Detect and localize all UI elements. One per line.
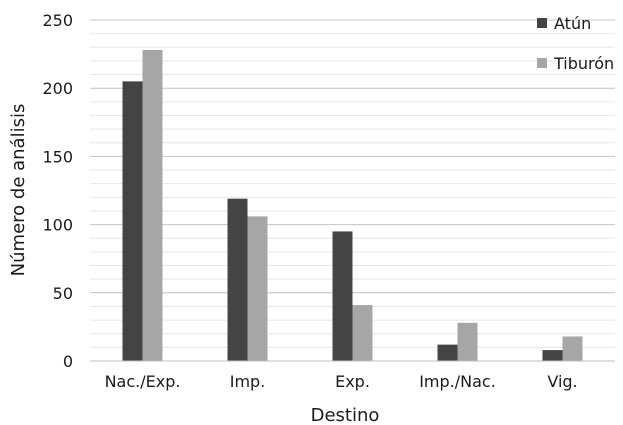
x-axis-ticks: Nac./Exp. Imp. Exp. Imp./Nac. Vig. bbox=[105, 372, 578, 391]
legend: Atún Tiburón bbox=[537, 14, 614, 73]
x-tick-label: Imp./Nac. bbox=[419, 372, 496, 391]
bar-at-n-0 bbox=[122, 81, 143, 361]
legend-label: Atún bbox=[554, 14, 591, 33]
y-axis-title: Número de análisis bbox=[8, 104, 29, 277]
x-tick-label: Vig. bbox=[547, 372, 577, 391]
x-axis-title: Destino bbox=[311, 405, 380, 425]
x-tick-label: Nac./Exp. bbox=[105, 372, 181, 391]
y-tick-label: 0 bbox=[63, 352, 73, 371]
y-tick-label: 100 bbox=[42, 216, 73, 235]
grid bbox=[90, 19, 615, 348]
bar-tibur-n-0 bbox=[142, 50, 163, 362]
y-axis-ticks: 0 50 100 150 200 250 bbox=[42, 11, 73, 371]
legend-label: Tiburón bbox=[553, 54, 614, 73]
bar-tibur-n-4 bbox=[562, 336, 583, 361]
y-tick-label: 200 bbox=[42, 79, 73, 98]
bar-at-n-2 bbox=[332, 231, 353, 361]
bar-at-n-3 bbox=[437, 344, 458, 361]
legend-swatch bbox=[537, 58, 547, 68]
y-tick-label: 150 bbox=[42, 147, 73, 166]
bar-tibur-n-3 bbox=[457, 322, 478, 361]
bar-at-n-4 bbox=[542, 350, 563, 361]
x-tick-label: Imp. bbox=[230, 372, 266, 391]
y-tick-label: 50 bbox=[53, 284, 73, 303]
y-tick-label: 250 bbox=[42, 11, 73, 30]
bars bbox=[122, 50, 583, 362]
bar-at-n-1 bbox=[227, 198, 248, 361]
x-tick-label: Exp. bbox=[335, 372, 370, 391]
legend-swatch bbox=[537, 18, 547, 28]
bar-tibur-n-1 bbox=[247, 216, 268, 361]
bar-tibur-n-2 bbox=[352, 305, 373, 361]
